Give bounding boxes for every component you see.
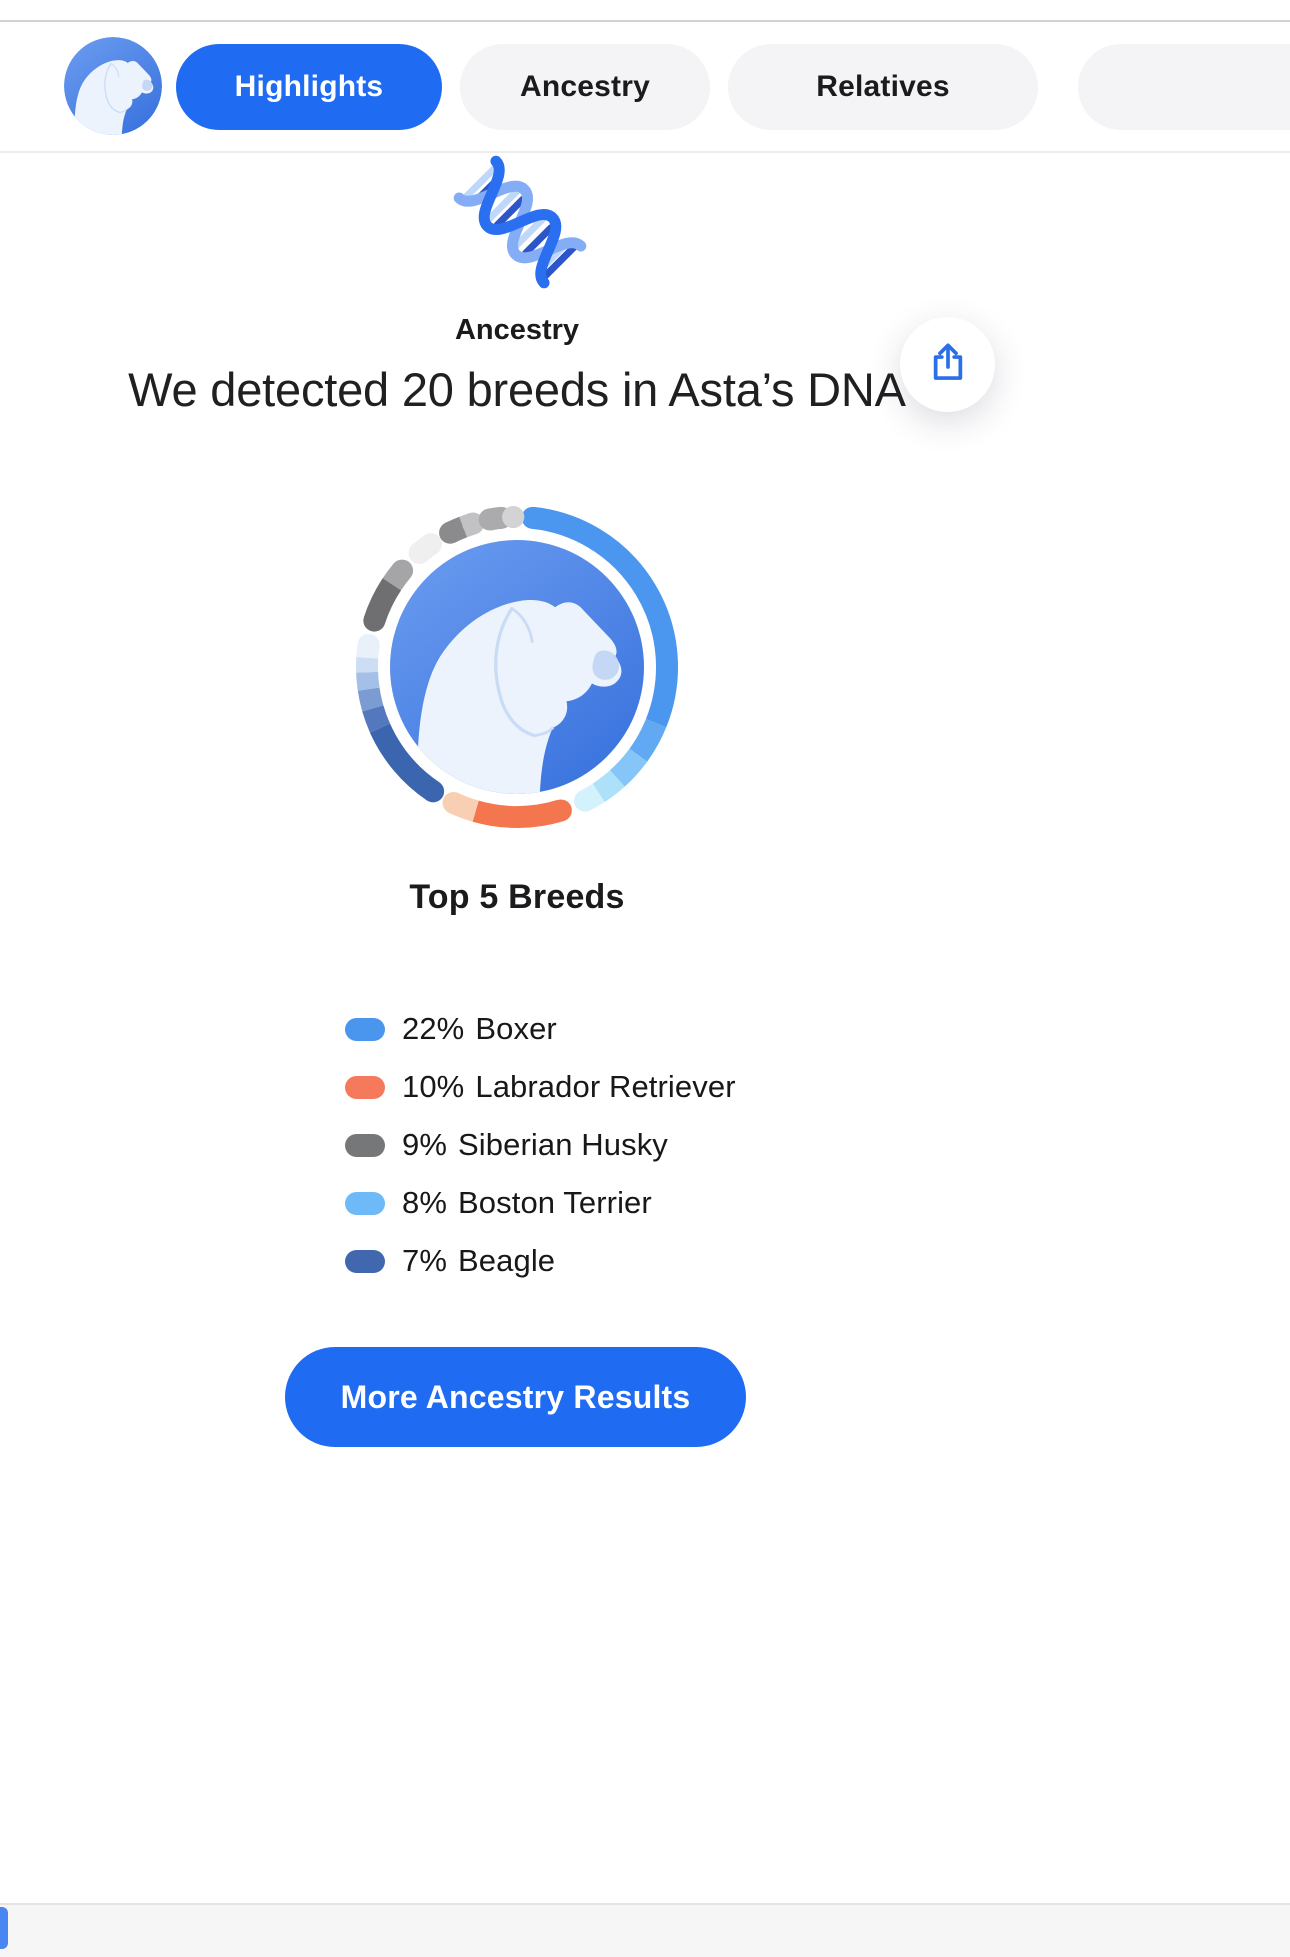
legend-item: 9% Siberian Husky [345,1116,736,1174]
legend-swatch [345,1133,385,1157]
tab-partial[interactable] [1078,44,1290,130]
legend-swatch [345,1017,385,1041]
breed-percent: 22% [402,1011,465,1046]
status-divider [0,20,1290,22]
breed-name: Labrador Retriever [475,1069,736,1104]
breed-name: Beagle [458,1243,556,1278]
breed-name: Boston Terrier [458,1185,652,1220]
tab-relatives[interactable]: Relatives [728,44,1038,130]
scroll-indicator [0,1907,8,1949]
breed-name: Boxer [475,1011,557,1046]
breed-donut-chart [337,487,697,847]
breed-percent: 9% [402,1127,448,1162]
dna-helix-icon [450,152,590,292]
page-title: We detected 20 breeds in Asta’s DNA [128,363,906,416]
dog-avatar-icon[interactable] [64,37,162,135]
tab-highlights[interactable]: Highlights [176,44,442,130]
bottom-bar [0,1903,1290,1957]
breed-ring [356,506,678,828]
breed-legend: 22% Boxer 10% Labrador Retriever 9% Siberia… [345,1000,736,1290]
legend-item: 7% Beagle [345,1232,736,1290]
tab-ancestry[interactable]: Ancestry [460,44,710,130]
top-nav: Highlights Ancestry Relatives [0,22,1290,153]
breed-percent: 7% [402,1243,448,1278]
section-label: Ancestry [454,314,580,346]
legend-item: 22% Boxer [345,1000,736,1058]
legend-item: 10% Labrador Retriever [345,1058,736,1116]
share-icon [927,341,969,388]
breed-name: Siberian Husky [458,1127,668,1162]
legend-swatch [345,1249,385,1273]
legend-swatch [345,1075,385,1099]
more-ancestry-results-button[interactable]: More Ancestry Results [285,1347,746,1447]
legend-swatch [345,1191,385,1215]
legend-item: 8% Boston Terrier [345,1174,736,1232]
share-button[interactable] [900,317,995,412]
top-breeds-title: Top 5 Breeds [409,878,625,916]
breed-percent: 10% [402,1069,465,1104]
breed-percent: 8% [402,1185,448,1220]
